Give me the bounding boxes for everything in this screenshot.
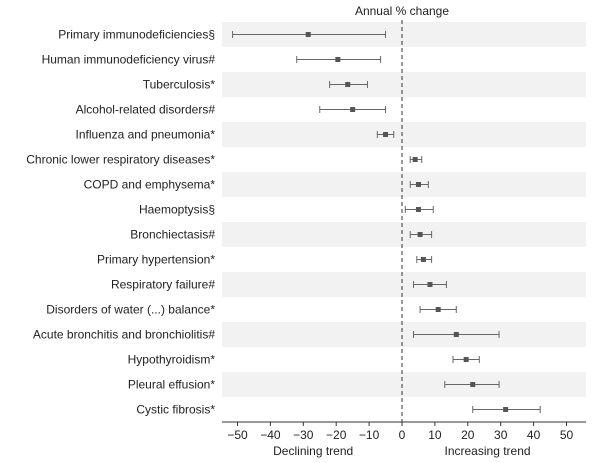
error-bar — [409, 231, 433, 238]
error-bar — [419, 306, 457, 313]
row-band — [222, 72, 586, 97]
category-label: Pleural effusion* — [128, 378, 216, 392]
point-estimate — [470, 382, 476, 387]
error-bar — [413, 331, 500, 338]
point-estimate — [417, 232, 423, 237]
x-tick-label: −10 — [359, 428, 380, 442]
row-band — [222, 322, 586, 347]
x-tick-label: 20 — [461, 428, 475, 442]
point-estimate — [415, 182, 421, 187]
row-band — [222, 172, 586, 197]
x-axis-ticks: −50 −40 −30 −20 −10 0 10 20 30 40 50 — [227, 422, 573, 442]
category-label: Primary hypertension* — [97, 253, 215, 267]
category-label: Tuberculosis* — [143, 78, 216, 92]
category-label: Chronic lower respiratory diseases* — [26, 153, 215, 167]
category-label: Alcohol-related disorders# — [76, 103, 216, 117]
x-tick-label: −40 — [260, 428, 281, 442]
error-bar — [416, 256, 433, 263]
row-band — [222, 222, 586, 247]
error-bar — [409, 181, 429, 188]
x-label-declining: Declining trend — [273, 444, 353, 458]
point-estimate — [305, 32, 311, 37]
error-bar — [319, 106, 387, 113]
error-bar — [296, 56, 382, 63]
point-estimate — [453, 332, 459, 337]
category-label: Primary immunodeficiencies§ — [58, 28, 215, 42]
category-label: Bronchiectasis# — [130, 228, 215, 242]
error-bar — [444, 381, 500, 388]
point-estimate — [345, 82, 351, 87]
point-estimate — [350, 107, 356, 112]
error-bar — [232, 31, 387, 38]
category-label: Haemoptysis§ — [139, 203, 215, 217]
category-label: Cystic fibrosis* — [136, 403, 215, 417]
category-label: Influenza and pneumonia* — [76, 128, 216, 142]
error-bar — [472, 406, 541, 413]
point-estimate — [412, 157, 418, 162]
point-estimate — [420, 257, 426, 262]
row-labels: Primary immunodeficiencies§ Human immunod… — [26, 28, 215, 417]
point-estimate — [463, 357, 469, 362]
category-label: Hypothyroidism* — [128, 353, 216, 367]
point-estimate — [383, 132, 389, 137]
error-bar — [409, 156, 423, 163]
row-bands — [222, 22, 586, 397]
x-tick-label: 50 — [560, 428, 574, 442]
error-bar — [404, 206, 434, 213]
row-band — [222, 372, 586, 397]
estimate-marks — [232, 31, 541, 413]
x-tick-label: −50 — [227, 428, 248, 442]
point-estimate — [435, 307, 441, 312]
point-estimate — [503, 407, 509, 412]
x-tick-label: 30 — [494, 428, 508, 442]
category-label: Acute bronchitis and bronchiolitis# — [33, 328, 215, 342]
category-label: Human immunodeficiency virus# — [42, 53, 216, 67]
error-bar — [376, 131, 395, 138]
category-label: Disorders of water (...) balance* — [46, 303, 215, 317]
point-estimate — [335, 57, 341, 62]
x-tick-label: −20 — [326, 428, 347, 442]
x-tick-label: 40 — [527, 428, 541, 442]
point-estimate — [415, 207, 421, 212]
x-tick-label: 0 — [399, 428, 406, 442]
error-bar — [452, 356, 480, 363]
category-label: Respiratory failure# — [111, 278, 215, 292]
category-label: COPD and emphysema* — [84, 178, 216, 192]
point-estimate — [427, 282, 433, 287]
x-tick-label: 10 — [428, 428, 442, 442]
row-band — [222, 122, 586, 147]
error-bar — [329, 81, 368, 88]
error-bar — [413, 281, 447, 288]
x-label-increasing: Increasing trend — [445, 444, 531, 458]
chart-title: Annual % change — [355, 4, 449, 18]
x-tick-label: −30 — [293, 428, 314, 442]
row-band — [222, 272, 586, 297]
